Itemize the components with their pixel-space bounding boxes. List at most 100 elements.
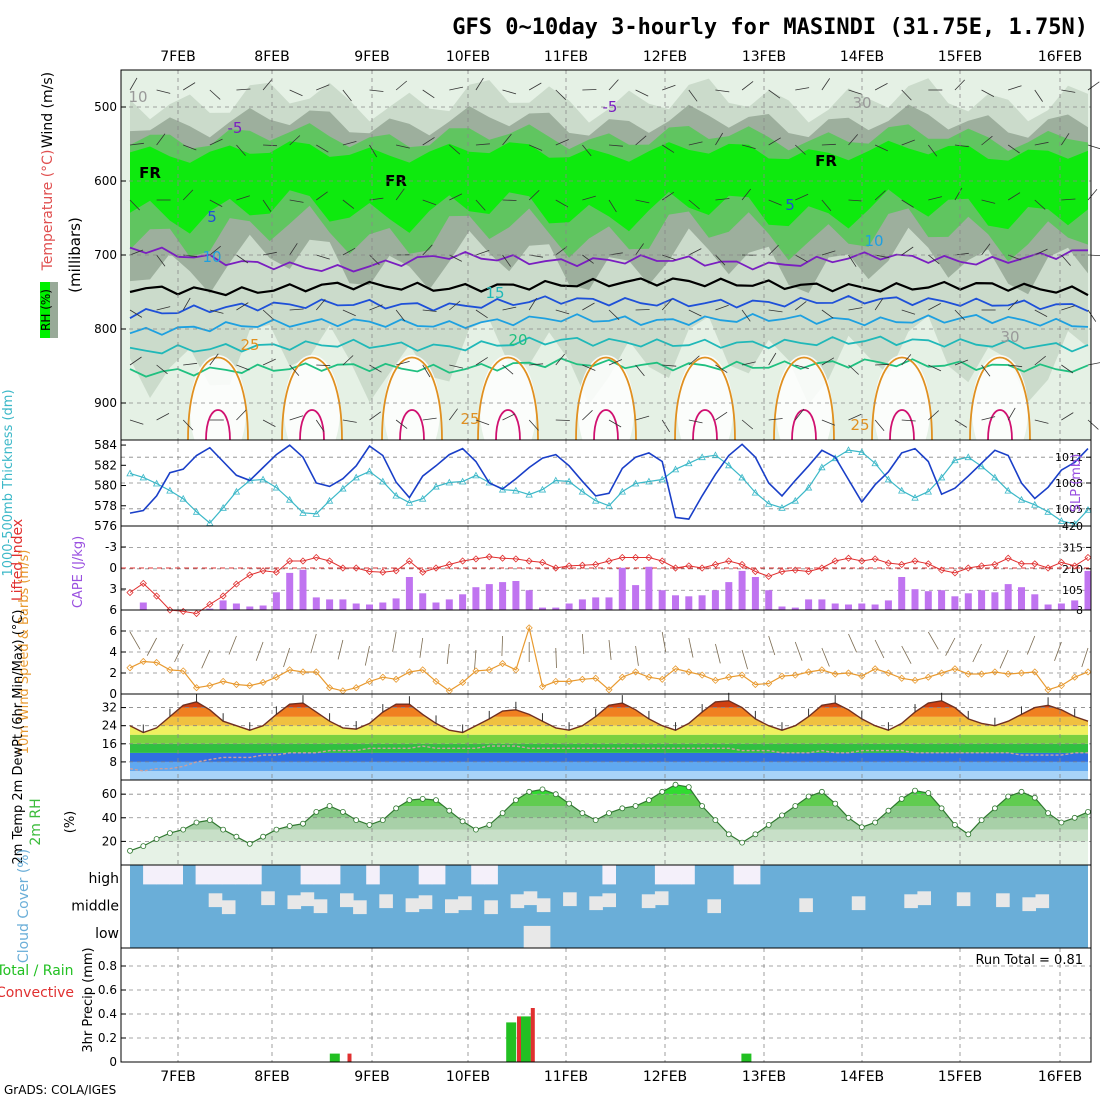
wind-barb [582,634,583,654]
precip-total-bar [741,1054,751,1062]
rh-point [261,834,266,839]
tick-label: 800 [94,322,117,336]
footer-credit: GrADS: COLA/IGES [4,1083,116,1097]
ylabel-rh2m-units: (%) [63,811,78,834]
rh-point [287,824,292,829]
wind-barb [256,642,263,661]
wind-barb [636,646,639,666]
rh-point [633,804,638,809]
tick-label: 578 [94,499,117,513]
cape-bar [406,577,413,610]
cape-bar [566,604,573,611]
cape-bar [366,605,373,611]
rh-point [766,822,771,827]
cloud-cell [563,892,577,906]
cape-bar [459,594,466,610]
cape-bar [818,599,825,610]
cloud-cell [196,865,210,884]
cape-bar [872,605,879,611]
cape-bar [978,590,985,610]
ylabel-precip-conv: Convective [0,985,74,1001]
cloud-cell [301,865,315,884]
rh-point [833,801,838,806]
tick-label: 0.8 [98,959,117,973]
rh-point [939,806,944,811]
cloud-cell [366,865,380,884]
date-label-bottom: 13FEB [742,1069,786,1085]
tick-label: 0.2 [98,1031,117,1045]
cloud-cell [642,894,656,908]
wind-barb [715,644,720,663]
date-label-bottom: 15FEB [938,1069,982,1085]
tick-label: 6 [109,603,117,617]
precip-total-bar [330,1054,340,1062]
rh-point [434,798,439,803]
cape-bar [326,599,333,610]
rh-point [1046,811,1051,816]
temp-band [130,762,1088,771]
precip-conv-bar [348,1054,352,1062]
rh-point [327,804,332,809]
cape-bar [779,607,786,611]
rh-point [274,827,279,832]
ylabel-temperature: Temperature (°C) [40,150,56,272]
rh-point [686,785,691,790]
rh-point [221,827,226,832]
tick-label: 0 [109,1055,117,1069]
cloud-cell [484,865,498,884]
date-label-top: 13FEB [742,49,786,65]
cloud-cell [432,865,446,884]
wind-barb [902,646,911,664]
cape-bar [393,598,400,610]
contour-label: 15 [485,284,504,302]
cloud-cell [209,865,223,884]
panel-frame [121,948,1091,1062]
ylabel-temp: 2m Temp 2m DewPt (6hr Min/Max) (°C) [11,610,26,865]
run-total: Run Total = 0.81 [975,953,1083,968]
cape-bar [752,577,759,610]
contour-label: FR [139,164,161,182]
cape-bar [925,591,932,610]
cape-bar [300,570,307,610]
wind-barb [822,648,830,667]
tick-label: 24 [102,719,117,733]
wind-barb [202,650,210,668]
rh-point [886,808,891,813]
wind-barb [338,640,343,659]
rh-point [607,811,612,816]
wind-barb [849,634,857,652]
cape-bar [606,597,613,610]
rh-point [593,818,598,823]
rh-point [806,794,811,799]
contour-label: 20 [508,331,527,349]
cloud-cell [222,900,236,914]
cloud-cell [1036,894,1050,908]
cloud-cell [222,865,236,884]
rh-point [460,819,465,824]
chart-title: GFS 0~10day 3-hourly for MASINDI (31.75E… [452,15,1088,40]
rh-point [141,844,146,849]
cape-bar [965,593,972,610]
wind-barb [420,638,423,658]
date-label-top: 8FEB [254,49,289,65]
cloud-cell [852,896,866,910]
cloud-row-label: high [88,871,119,887]
cape-bar [858,604,865,611]
temp-fill [130,690,1088,781]
ylabel-cloud: Cloud Cover (%) [16,849,32,963]
cape-bar [725,582,732,610]
cloud-cell [419,895,433,909]
rh-point [527,789,532,794]
wind-barb [689,638,693,658]
tick-label: 600 [94,174,117,188]
wind-speed-line [130,628,1088,691]
tick-label: 20 [102,834,117,848]
precip-total-bar [521,1016,531,1062]
cape-bar [339,599,346,610]
cloud-cell [707,899,721,913]
date-label-top: 14FEB [840,49,884,65]
cape-bar [592,597,599,610]
contour-label: 25 [460,410,479,428]
cloud-cell [471,865,485,884]
